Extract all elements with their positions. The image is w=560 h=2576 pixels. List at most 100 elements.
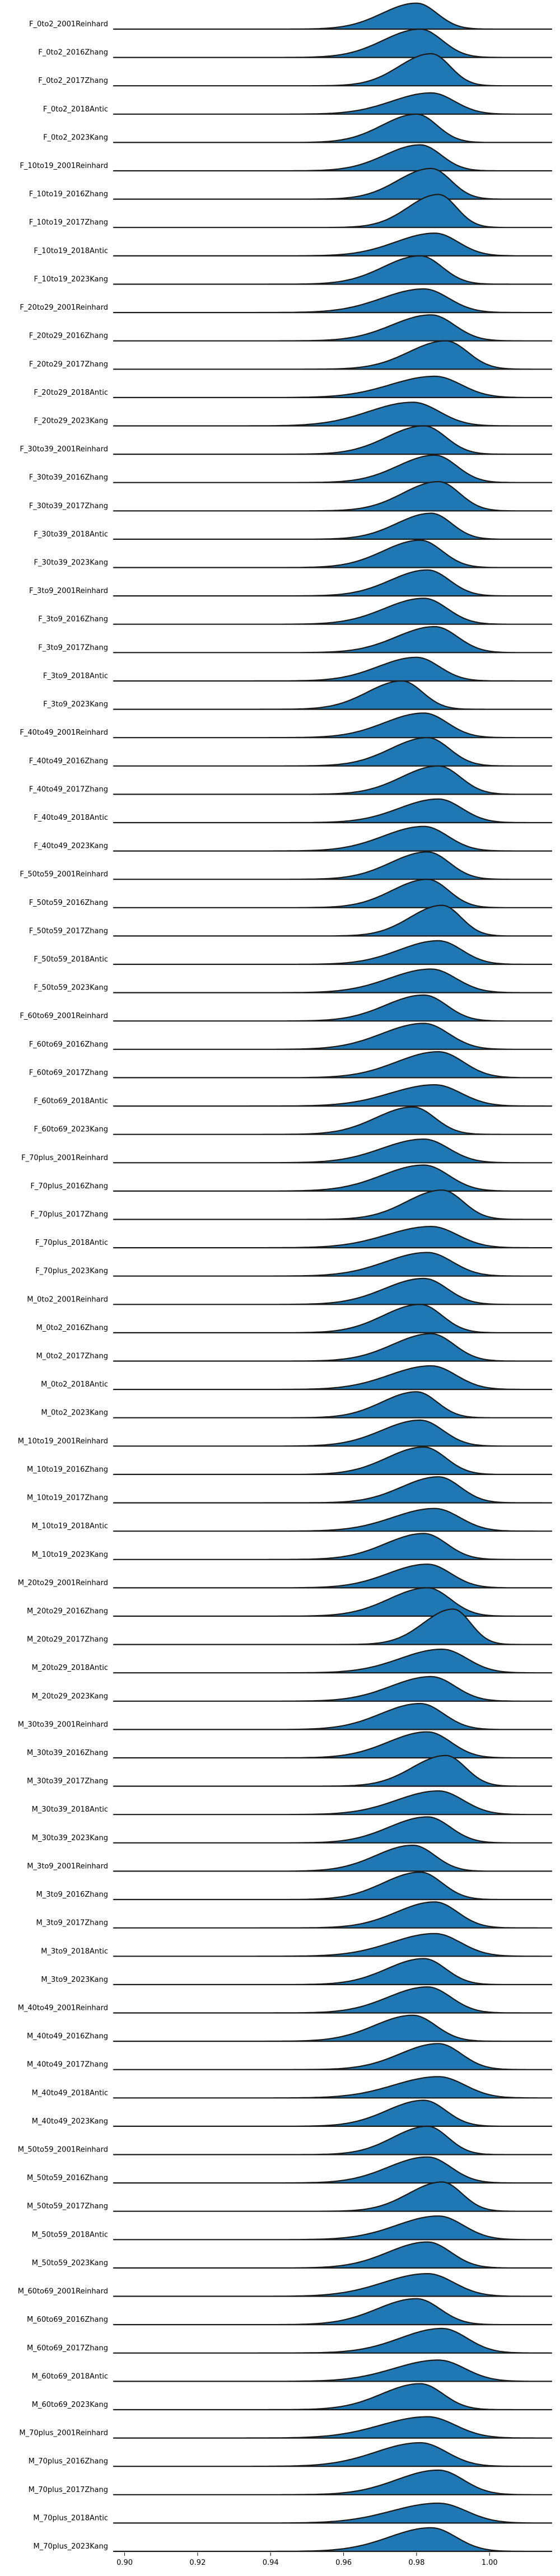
ridge-M_70plus_2018Antic (113, 2502, 553, 2524)
ridge-M_3to9_2017Zhang (113, 1901, 553, 1929)
row-label: F_20to29_2016Zhang (29, 332, 108, 340)
row-label: M_30to39_2018Antic (32, 1805, 108, 1814)
ridge-M_10to19_2023Kang (113, 1533, 553, 1560)
ridge-M_70plus_2001Reinhard (113, 2416, 553, 2439)
row-label: F_40to49_2001Reinhard (20, 729, 108, 737)
row-label: F_10to19_2017Zhang (29, 218, 108, 227)
row-label: M_30to39_2023Kang (32, 1834, 108, 1842)
ridge-F_10to19_2017Zhang (113, 194, 553, 228)
row-label: M_60to69_2017Zhang (27, 2344, 108, 2353)
row-label: M_3to9_2023Kang (41, 1976, 108, 1984)
ridge-M_60to69_2018Antic (113, 2359, 553, 2382)
ridge-F_0to2_2017Zhang (113, 53, 553, 87)
ridge-F_10to19_2001Reinhard (113, 144, 553, 172)
row-label: F_60to69_2001Reinhard (20, 1012, 108, 1020)
ridge-M_70plus_2023Kang (113, 2527, 553, 2552)
ridge-M_50to59_2018Antic (113, 2215, 553, 2241)
row-label: F_70plus_2001Reinhard (21, 1154, 108, 1162)
ridge-F_20to29_2018Antic (113, 375, 553, 398)
ridge-F_50to59_2017Zhang (113, 904, 553, 937)
ridge-M_0to2_2017Zhang (113, 1333, 553, 1362)
row-label: M_60to69_2018Antic (32, 2372, 108, 2381)
ridge-F_20to29_2023Kang (113, 402, 553, 427)
row-label: M_30to39_2017Zhang (27, 1777, 108, 1786)
ridge-M_0to2_2016Zhang (113, 1304, 553, 1333)
ridge-F_3to9_2023Kang (113, 680, 553, 710)
x-tick-label: 0.98 (408, 2559, 424, 2567)
ridge-F_10to19_2018Antic (113, 232, 553, 256)
row-label: M_60to69_2016Zhang (27, 2316, 108, 2324)
ridge-M_50to59_2001Reinhard (113, 2125, 553, 2155)
row-label: M_70plus_2001Reinhard (19, 2429, 108, 2438)
ridge-M_30to39_2017Zhang (113, 1754, 553, 1787)
ridge-F_50to59_2018Antic (113, 940, 553, 965)
ridge-M_0to2_2001Reinhard (113, 1277, 553, 1305)
ridge-M_0to2_2023Kang (113, 1391, 553, 1418)
row-label: M_10to19_2016Zhang (27, 1466, 108, 1474)
ridge-F_40to49_2023Kang (113, 825, 553, 852)
ridge-F_60to69_2023Kang (113, 1106, 553, 1135)
row-label: M_20to29_2023Kang (32, 1692, 108, 1701)
row-label: M_0to2_2001Reinhard (27, 1295, 108, 1304)
ridge-F_70plus_2018Antic (113, 1226, 553, 1249)
x-tick-label: 0.92 (189, 2559, 206, 2567)
ridge-F_0to2_2001Reinhard (113, 2, 553, 30)
row-label: M_20to29_2018Antic (32, 1664, 108, 1672)
row-label: F_60to69_2023Kang (34, 1126, 108, 1134)
row-label: F_20to29_2018Antic (34, 389, 108, 397)
row-label: M_70plus_2018Antic (33, 2514, 108, 2522)
row-label: F_40to49_2016Zhang (29, 757, 108, 766)
ridge-F_70plus_2016Zhang (113, 1164, 553, 1192)
row-label: M_40to49_2001Reinhard (18, 2004, 108, 2012)
ridge-M_70plus_2017Zhang (113, 2469, 553, 2495)
ridge-M_40to49_2018Antic (113, 2076, 553, 2099)
ridge-M_40to49_2023Kang (113, 2099, 553, 2127)
row-label: M_10to19_2017Zhang (27, 1494, 108, 1502)
row-label: F_20to29_2017Zhang (29, 360, 108, 368)
ridge-M_70plus_2016Zhang (113, 2442, 553, 2467)
row-label: F_30to39_2023Kang (34, 559, 108, 567)
ridge-F_30to39_2016Zhang (113, 454, 553, 483)
row-label: F_50to59_2016Zhang (29, 899, 108, 907)
row-label: F_10to19_2018Antic (34, 247, 108, 255)
row-label: F_0to2_2017Zhang (38, 77, 108, 85)
row-label: M_30to39_2016Zhang (27, 1749, 108, 1757)
ridge-F_50to59_2001Reinhard (113, 851, 553, 880)
row-label: M_0to2_2023Kang (41, 1409, 108, 1417)
ridge-F_50to59_2023Kang (113, 968, 553, 993)
ridge-M_0to2_2018Antic (113, 1365, 553, 1390)
ridge-M_10to19_2017Zhang (113, 1476, 553, 1504)
ridge-F_30to39_2018Antic (113, 512, 553, 540)
row-label: F_40to49_2017Zhang (29, 785, 108, 794)
ridge-F_60to69_2017Zhang (113, 1051, 553, 1079)
ridge-M_30to39_2018Antic (113, 1790, 553, 1816)
row-label: M_50to59_2023Kang (32, 2259, 108, 2267)
ridge-M_3to9_2018Antic (113, 1933, 553, 1957)
row-label: M_0to2_2018Antic (41, 1380, 108, 1389)
ridge-M_20to29_2017Zhang (113, 1608, 553, 1645)
row-label: M_50to59_2017Zhang (27, 2202, 108, 2211)
row-label: F_3to9_2023Kang (43, 701, 108, 709)
row-label: M_40to49_2017Zhang (27, 2061, 108, 2069)
row-label: F_20to29_2001Reinhard (20, 304, 108, 312)
row-label: M_40to49_2016Zhang (27, 2032, 108, 2041)
ridge-M_20to29_2018Antic (113, 1648, 553, 1674)
x-tick-label: 0.96 (335, 2559, 352, 2567)
ridge-F_0to2_2016Zhang (113, 28, 553, 58)
row-label: M_20to29_2001Reinhard (18, 1579, 108, 1587)
row-label: M_60to69_2023Kang (32, 2401, 108, 2409)
ridge-M_60to69_2023Kang (113, 2383, 553, 2411)
ridge-M_50to59_2023Kang (113, 2241, 553, 2269)
row-label: M_50to59_2016Zhang (27, 2174, 108, 2182)
row-label: F_50to59_2018Antic (34, 955, 108, 964)
row-label: M_10to19_2023Kang (32, 1551, 108, 1559)
row-label: F_30to39_2001Reinhard (20, 445, 108, 454)
row-label: F_30to39_2017Zhang (29, 502, 108, 510)
row-label: M_70plus_2017Zhang (29, 2486, 108, 2494)
row-label: F_70plus_2018Antic (35, 1239, 108, 1247)
ridge-F_10to19_2016Zhang (113, 167, 553, 200)
ridge-F_30to39_2001Reinhard (113, 425, 553, 455)
x-axis: 0.90 0.92 0.94 0.96 0.98 1.00 (116, 2552, 498, 2567)
ridge-F_70plus_2001Reinhard (113, 1138, 553, 1164)
row-label: F_40to49_2023Kang (34, 842, 108, 851)
